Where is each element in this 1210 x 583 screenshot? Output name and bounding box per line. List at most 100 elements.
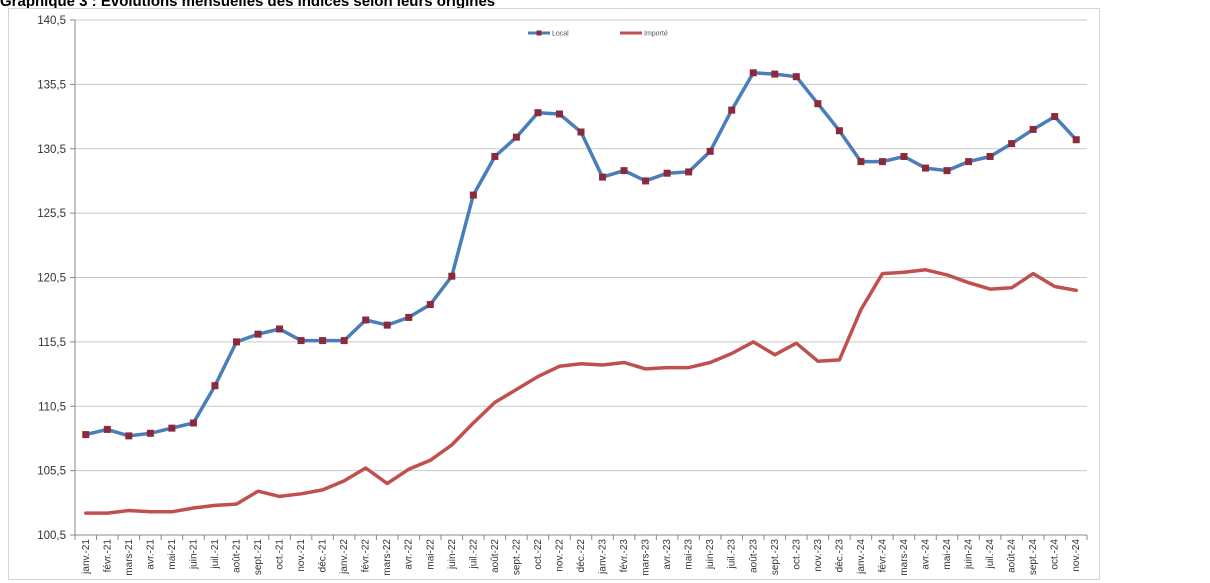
data-point	[319, 337, 327, 345]
y-tick-label: 125,5	[37, 208, 66, 220]
x-tick-label: mai-24	[942, 539, 953, 570]
data-point	[814, 100, 822, 108]
y-tick-label: 110,5	[38, 401, 66, 413]
chart-title: Graphique 3 : Évolutions mensuelles des …	[0, 0, 496, 10]
x-tick-label: févr.-22	[361, 539, 372, 573]
legend-label-importe: Importé	[644, 31, 668, 38]
data-point	[1008, 140, 1016, 148]
data-point	[900, 152, 908, 160]
x-tick-label: juil.-22	[468, 539, 479, 570]
data-point	[426, 301, 434, 309]
x-tick-label: mars-23	[641, 539, 652, 576]
x-tick-label: oct.-24	[1050, 539, 1061, 570]
data-point	[965, 158, 973, 166]
legend: Local Importé	[528, 30, 668, 38]
x-tick-label: juil.-23	[727, 539, 738, 570]
x-tick-label: sept.-24	[1028, 539, 1039, 576]
x-tick-label: févr.-21	[102, 539, 113, 573]
x-tick-label: juil.-24	[985, 539, 996, 570]
data-point	[189, 419, 197, 427]
y-axis: 100,5 105,5 110,5 115,5 120,5 125,5 130,5 135,5…	[37, 15, 76, 542]
x-tick-label: juin-22	[447, 539, 458, 570]
x-tick-label: nov.-23	[813, 539, 824, 572]
data-point	[276, 325, 284, 333]
x-tick-label: janv.-23	[598, 539, 609, 575]
data-point	[792, 73, 800, 81]
x-tick-label: mars-22	[382, 539, 393, 576]
data-point	[362, 316, 370, 324]
data-point	[232, 338, 240, 346]
data-point	[512, 133, 520, 141]
x-tick-label: nov.-21	[296, 539, 307, 572]
data-point	[663, 169, 671, 177]
x-tick-label: juil.-21	[210, 539, 221, 570]
x-tick-label: janv.-22	[339, 539, 350, 575]
x-axis: janv.-21 févr.-21 mars-21 avr.-21 mai-21 juin…	[74, 534, 1088, 576]
x-tick-label: avr.-23	[662, 539, 673, 570]
x-tick-label: mai-22	[425, 539, 436, 570]
x-tick-label: mars-21	[124, 539, 135, 576]
x-tick-label: sept.-21	[253, 539, 264, 576]
legend-marker-local	[536, 30, 542, 36]
x-tick-label: oct.-21	[275, 539, 286, 570]
series-lines	[84, 71, 1078, 515]
data-point	[835, 127, 843, 135]
y-tick-label: 100,5	[37, 530, 66, 542]
data-point	[1051, 113, 1059, 121]
x-tick-label: juin-21	[188, 539, 199, 570]
x-tick-label: août-24	[1007, 539, 1018, 573]
data-point	[685, 168, 693, 176]
y-tick-label: 140,5	[37, 15, 66, 27]
x-tick-label: oct.-23	[791, 539, 802, 570]
data-point	[168, 424, 176, 432]
x-tick-label: mai-23	[684, 539, 695, 570]
y-tick-label: 105,5	[37, 466, 66, 478]
data-point	[857, 158, 865, 166]
data-point	[1029, 125, 1037, 133]
data-point	[620, 167, 628, 175]
series-line-1	[84, 268, 1078, 515]
x-tick-label: août-22	[490, 539, 501, 573]
x-tick-label: déc.-22	[576, 539, 587, 573]
x-tick-label: nov.-24	[1071, 539, 1082, 572]
data-point	[491, 152, 499, 160]
chart-frame	[8, 8, 1100, 580]
data-point	[922, 164, 930, 172]
data-point	[103, 425, 111, 433]
x-tick-label: nov.-22	[554, 539, 565, 572]
x-tick-label: mai-21	[167, 539, 178, 570]
data-point	[82, 431, 90, 439]
data-point	[642, 177, 650, 185]
data-point	[211, 382, 219, 390]
series-line-0	[84, 71, 1078, 438]
x-tick-label: févr.-24	[877, 539, 888, 573]
data-point	[878, 158, 886, 166]
data-point	[599, 173, 607, 181]
data-point	[469, 191, 477, 199]
x-tick-label: déc.-21	[318, 539, 329, 573]
x-tick-label: oct.-22	[533, 539, 544, 570]
x-tick-label: août-21	[231, 539, 242, 573]
y-tick-label: 120,5	[37, 273, 66, 285]
x-tick-label: déc.-23	[834, 539, 845, 573]
x-tick-label: sept.-23	[770, 539, 781, 576]
x-tick-label: avr.-22	[404, 539, 415, 570]
y-tick-label: 130,5	[37, 144, 66, 156]
legend-label-local: Local	[552, 31, 569, 38]
data-point	[297, 337, 305, 345]
data-point	[146, 429, 154, 437]
data-point	[405, 313, 413, 321]
x-tick-label: juin-24	[964, 539, 975, 570]
x-tick-label: avr.-24	[921, 539, 932, 570]
x-tick-label: août-23	[748, 539, 759, 573]
x-tick-label: avr.-21	[145, 539, 156, 570]
data-point	[706, 147, 714, 155]
x-tick-label: mars-24	[899, 539, 910, 576]
data-point	[383, 321, 391, 329]
data-point	[1072, 136, 1080, 144]
y-tick-label: 135,5	[37, 79, 66, 91]
data-point	[534, 109, 542, 117]
data-point	[771, 70, 779, 78]
data-point	[986, 152, 994, 160]
